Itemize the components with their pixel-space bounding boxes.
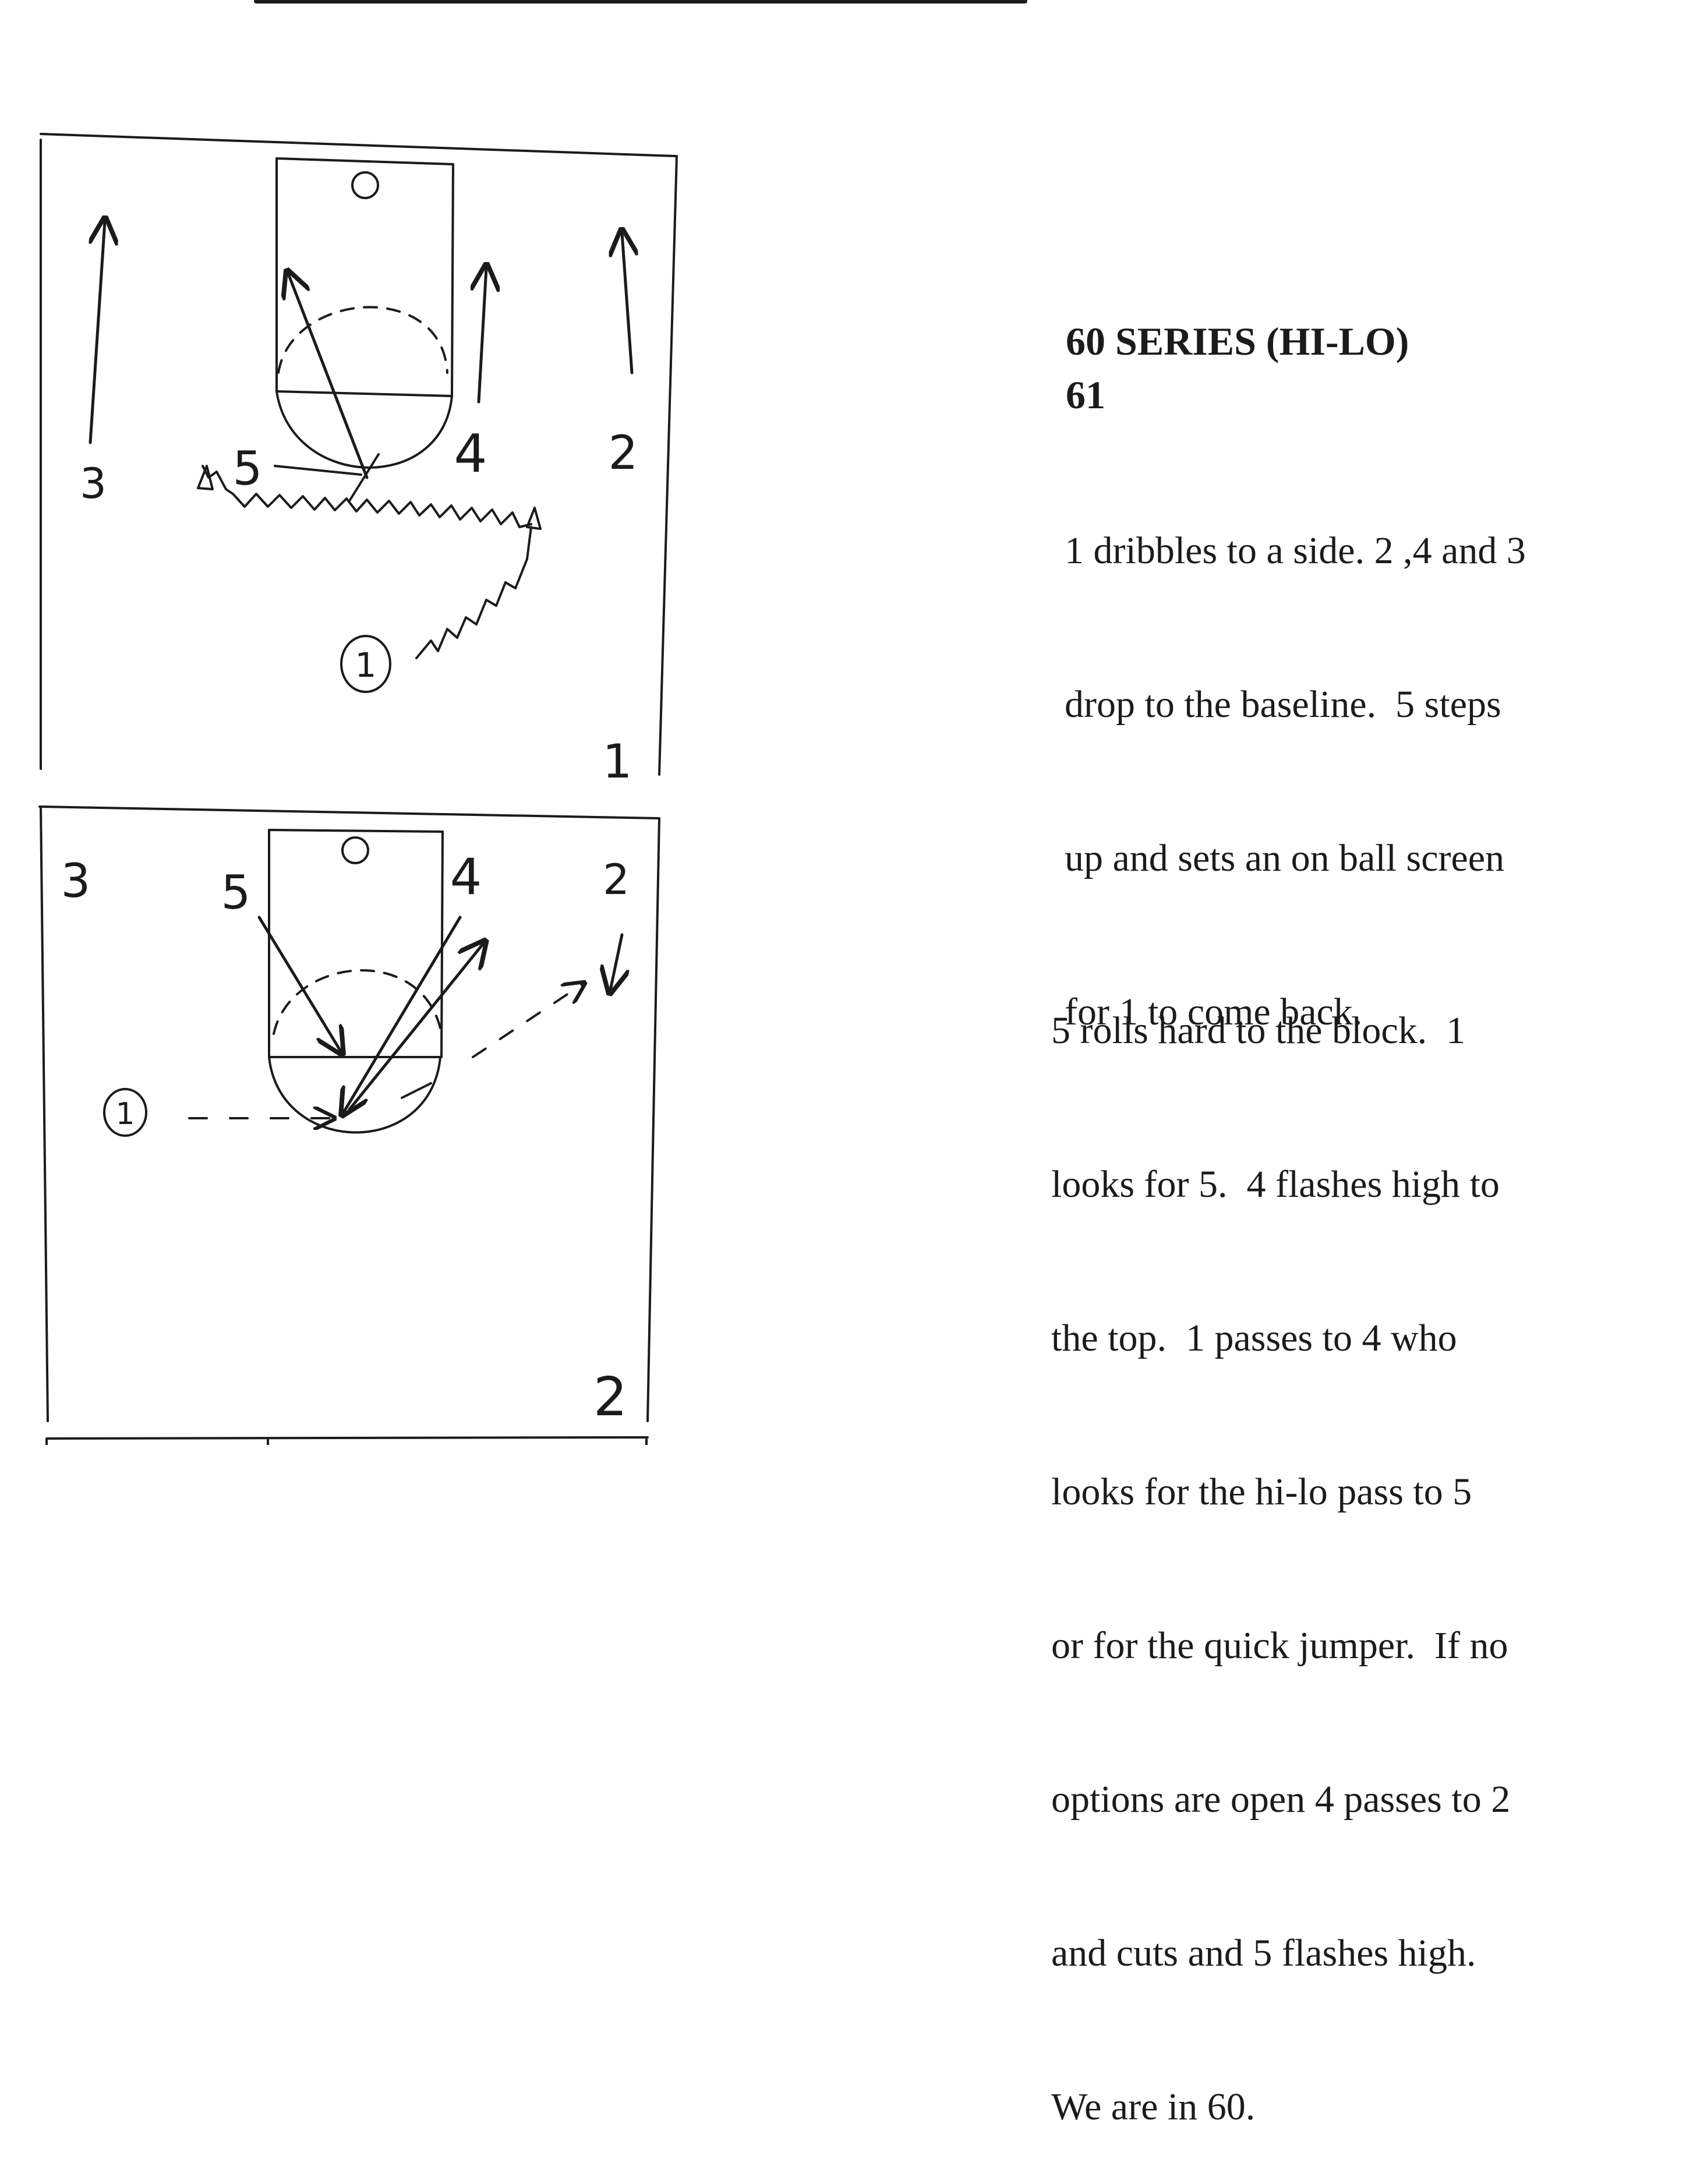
next-diagram-edge [45,1436,649,1445]
step-2-line: or for the quick jumper. If no [1051,1624,1508,1667]
free-throw-circle-dashed [277,306,448,374]
player-label-3: 3 [80,459,107,508]
ball-handler-label: 1 [115,1097,135,1132]
basket [351,171,379,199]
frame-number-2: 2 [593,1366,628,1428]
series-title: 60 SERIES (HI-LO) [1066,319,1409,363]
step-2-line: looks for the hi-lo pass to 5 [1051,1471,1472,1513]
player-label-5: 5 [221,865,251,920]
free-throw-lane [268,829,444,1058]
roll-arrow-5 [288,274,369,479]
step-2-line: and cuts and 5 flashes high. [1051,1932,1476,1974]
dribble-path [415,526,532,659]
free-throw-circle-solid [268,1056,441,1134]
screen-mark [401,1082,432,1099]
diagram-1: 1 3 5 4 2 1 [40,133,678,789]
court-border [40,133,678,776]
defender-marker-right [526,507,542,530]
step-1-description: 1 dribbles to a side. 2 ,4 and 3 drop to… [1065,423,1526,1089]
cut-arrow-2 [622,233,632,374]
step-2-description: 5 rolls hard to the block. 1 looks for 5… [1051,903,1510,2184]
free-throw-circle-dashed [273,969,443,1035]
step-2-line: 5 rolls hard to the block. 1 [1051,1009,1466,1052]
player-label-2: 2 [603,855,630,904]
cut-arrow-2 [610,933,622,990]
pass-arrow-4-to-2 [472,984,582,1058]
flash-arrow-4 [348,943,483,1111]
playbook-page: 1 3 5 4 2 1 1 3 5 4 2 2 [38,0,1027,1445]
step-2-line: We are in 60. [1051,2086,1256,2128]
player-label-2: 2 [609,426,638,480]
dribble-back-path [202,465,532,528]
step-1-line: for 1 to come back. [1065,991,1363,1033]
ball-handler-circle [340,635,391,693]
player-label-3: 3 [61,854,91,908]
cut-arrow-3 [90,221,105,444]
free-throw-circle-solid [275,390,453,469]
basket [341,836,369,864]
player-label-4: 4 [454,423,487,485]
step-2-line: looks for 5. 4 flashes high to [1051,1163,1500,1206]
ball-handler-label: 1 [355,645,377,685]
step-1-line: drop to the baseline. 5 steps [1065,683,1501,726]
play-number: 61 [1066,373,1105,417]
step-2-line: the top. 1 passes to 4 who [1051,1317,1457,1359]
defender-marker-left [197,465,214,490]
diagram-2: 1 3 5 4 2 2 [38,805,660,1428]
step-1-line: up and sets an on ball screen [1065,837,1505,879]
pass-arrow-4-to-5 [344,916,462,1112]
screen-line-5 [274,453,380,502]
player-label-4: 4 [450,848,482,906]
free-throw-lane [275,157,454,397]
player-label-5: 5 [233,441,263,496]
ball-handler-circle [103,1088,147,1137]
step-2-line: options are open 4 passes to 2 [1051,1778,1511,1821]
step-1-line: 1 dribbles to a side. 2 ,4 and 3 [1065,529,1526,572]
frame-number-1: 1 [603,734,632,789]
roll-arrow-5 [257,916,341,1051]
court-border [38,805,660,1422]
cut-arrow-4 [479,268,486,404]
